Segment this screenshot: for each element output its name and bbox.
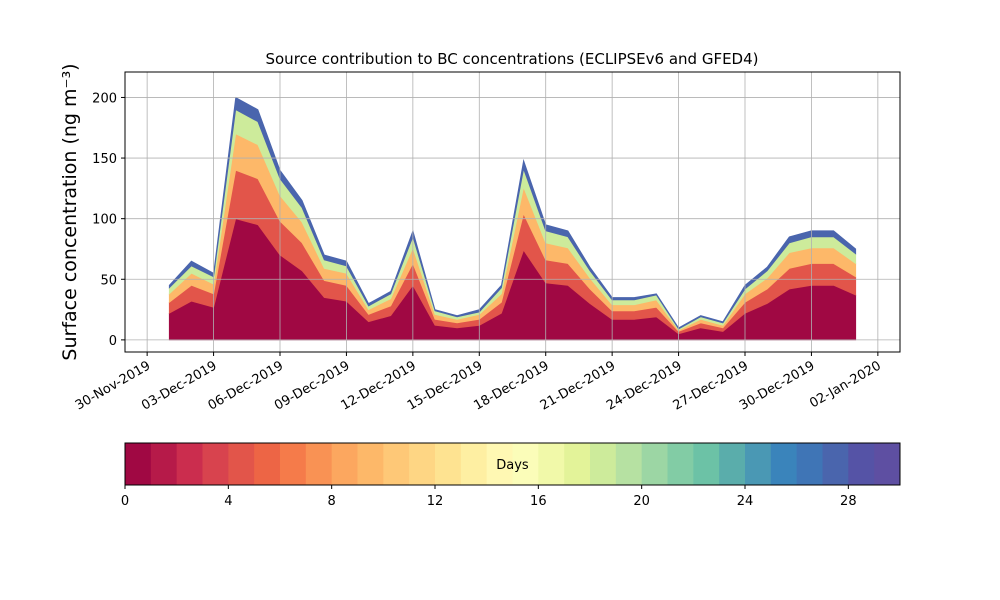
- colorbar-bin: [305, 443, 333, 485]
- y-tick-label: 200: [92, 91, 117, 106]
- colorbar-bin: [460, 443, 488, 485]
- colorbar-bin: [435, 443, 462, 485]
- colorbar-bin: [512, 443, 539, 485]
- colorbar-label: Days: [496, 458, 529, 473]
- colorbar-tick-label: 20: [633, 494, 650, 509]
- colorbar-bin: [383, 443, 410, 485]
- colorbar-tick-label: 12: [427, 494, 444, 509]
- colorbar-bin: [796, 443, 823, 485]
- colorbar-bin: [228, 443, 255, 485]
- colorbar-frame: [124, 442, 901, 486]
- colorbar-bin: [848, 443, 875, 485]
- colorbar-bin: [125, 443, 152, 485]
- colorbar-tick-label: 0: [121, 494, 129, 509]
- colorbar-tick-label: 24: [737, 494, 754, 509]
- colorbar-bin: [822, 443, 849, 485]
- colorbar-bin: [874, 443, 901, 485]
- colorbar-bin: [770, 443, 798, 485]
- colorbar-tick-label: 8: [328, 494, 336, 509]
- colorbar-bin: [745, 443, 772, 485]
- y-tick-label: 0: [109, 334, 117, 349]
- colorbar-bin: [719, 443, 746, 485]
- colorbar-bin: [202, 443, 229, 485]
- colorbar-bin: [254, 443, 281, 485]
- colorbar-bin: [538, 443, 565, 485]
- area-layer: [168, 96, 857, 330]
- colorbar-bin: [641, 443, 668, 485]
- colorbar-bin: [280, 443, 307, 485]
- colorbar-bin: [590, 443, 617, 485]
- colorbar-bin: [357, 443, 384, 485]
- y-tick-label: 100: [92, 213, 117, 228]
- colorbar-bin: [331, 443, 358, 485]
- colorbar-tick-label: 16: [530, 494, 547, 509]
- colorbar-bin: [176, 443, 203, 485]
- y-axis-label: Surface concentration (ng m⁻³): [59, 63, 81, 360]
- colorbar-bin: [150, 443, 178, 485]
- y-tick-label: 150: [92, 152, 117, 167]
- colorbar-tick-label: 4: [224, 494, 232, 509]
- colorbar-bin: [564, 443, 591, 485]
- y-tick-label: 50: [100, 273, 117, 288]
- colorbar-bin: [409, 443, 436, 485]
- colorbar-bin: [693, 443, 720, 485]
- chart-title: Source contribution to BC concentrations…: [265, 50, 758, 68]
- colorbar-bin: [667, 443, 694, 485]
- colorbar-bin: [486, 443, 513, 485]
- plot-frame: [124, 71, 901, 353]
- colorbar-tick-label: 28: [840, 494, 857, 509]
- colorbar-bin: [615, 443, 643, 485]
